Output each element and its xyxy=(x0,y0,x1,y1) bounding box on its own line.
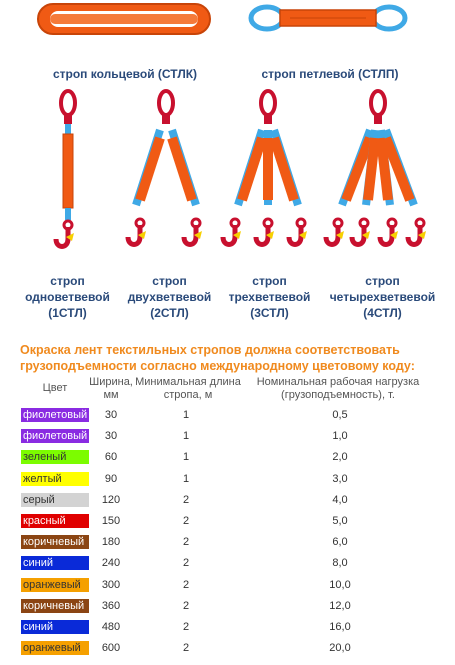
table-row: коричневый 180 2 6,0 xyxy=(0,535,455,557)
load-cell: 5,0 xyxy=(332,515,348,527)
loop-sling-caption: строп петлевой (СТЛП) xyxy=(261,67,399,81)
load-cell: 0,5 xyxy=(332,409,348,421)
endless-sling-caption: строп кольцевой (СТЛК) xyxy=(52,67,198,81)
table-row: синий 240 2 8,0 xyxy=(0,556,455,578)
two-leg-sling-image xyxy=(128,89,202,245)
header-load: Номинальная рабочая нагрузка (грузоподъе… xyxy=(256,376,420,401)
color-swatch: коричневый xyxy=(21,535,89,550)
width-cell: 180 xyxy=(101,536,121,549)
load-cell: 1,0 xyxy=(332,430,348,443)
load-cell: 8,0 xyxy=(332,557,348,570)
four-leg-sling-image xyxy=(326,89,426,245)
color-code-notice: Окраска лент текстильных стропов должна … xyxy=(20,343,415,373)
min-length-cell: 2 xyxy=(182,599,190,612)
color-swatch: красный xyxy=(21,514,89,528)
table-row: желтый 90 1 3,0 xyxy=(0,471,455,494)
three-leg-caption: строп трехветвевой (3СТЛ) xyxy=(228,274,311,320)
load-cell: 3,0 xyxy=(332,472,348,485)
min-length-cell: 1 xyxy=(182,472,190,485)
load-cell: 10,0 xyxy=(329,578,351,591)
three-leg-sling-image xyxy=(223,89,307,245)
header-min-length: Минимальная длина стропа, м xyxy=(135,376,241,401)
min-length-cell: 2 xyxy=(182,621,190,633)
width-cell: 60 xyxy=(104,451,118,464)
header-width: Ширина, мм xyxy=(89,376,133,401)
table-row: зеленый 60 1 2,0 xyxy=(0,450,455,472)
sling-illustrations xyxy=(37,3,455,340)
width-cell: 150 xyxy=(101,515,121,527)
single-leg-sling-image xyxy=(56,89,77,247)
table-row: синий 480 2 16,0 xyxy=(0,620,455,642)
color-swatch: фиолетовый xyxy=(21,429,89,444)
load-cell: 6,0 xyxy=(332,536,348,549)
table-row: оранжевый 600 2 20,0 xyxy=(0,641,455,663)
width-cell: 600 xyxy=(101,642,121,655)
table-row: коричневый 360 2 12,0 xyxy=(0,598,455,621)
load-cell: 16,0 xyxy=(329,621,351,633)
table-row: фиолетовый 30 1 0,5 xyxy=(0,408,455,430)
width-cell: 300 xyxy=(101,578,121,591)
two-leg-caption: строп двухветвевой (2СТЛ) xyxy=(127,274,212,320)
width-cell: 30 xyxy=(104,409,118,421)
table-row: оранжевый 300 2 10,0 xyxy=(0,577,455,600)
single-leg-caption: строп одноветвевой (1СТЛ) xyxy=(25,274,110,320)
min-length-cell: 2 xyxy=(182,557,190,570)
table-row: красный 150 2 5,0 xyxy=(0,514,455,536)
width-cell: 120 xyxy=(101,493,121,506)
width-cell: 480 xyxy=(101,621,121,633)
min-length-cell: 2 xyxy=(182,578,190,591)
endless-sling-image xyxy=(37,3,211,35)
header-color: Цвет xyxy=(42,382,68,394)
color-swatch: оранжевый xyxy=(21,641,89,656)
color-swatch: коричневый xyxy=(21,598,89,613)
color-swatch: зеленый xyxy=(21,450,89,465)
load-cell: 20,0 xyxy=(329,642,351,655)
color-swatch: синий xyxy=(21,620,89,634)
color-swatch: оранжевый xyxy=(21,577,89,592)
color-swatch: синий xyxy=(21,556,89,571)
four-leg-caption: строп четырехветвевой (4СТЛ) xyxy=(329,274,436,320)
min-length-cell: 2 xyxy=(182,515,190,527)
min-length-cell: 2 xyxy=(182,642,190,655)
color-swatch: желтый xyxy=(21,471,89,486)
min-length-cell: 1 xyxy=(182,409,190,421)
load-cell: 12,0 xyxy=(329,599,351,612)
width-cell: 360 xyxy=(101,599,121,612)
width-cell: 240 xyxy=(101,557,121,570)
min-length-cell: 2 xyxy=(182,536,190,549)
min-length-cell: 1 xyxy=(182,451,190,464)
table-row: фиолетовый 30 1 1,0 xyxy=(0,429,455,451)
loop-sling-image xyxy=(248,4,408,32)
table-row: серый 120 2 4,0 xyxy=(0,492,455,515)
load-cell: 2,0 xyxy=(332,451,348,464)
min-length-cell: 1 xyxy=(182,430,190,443)
color-swatch: серый xyxy=(21,492,89,507)
load-cell: 4,0 xyxy=(332,493,348,506)
min-length-cell: 2 xyxy=(182,493,190,506)
width-cell: 30 xyxy=(104,430,118,443)
color-swatch: фиолетовый xyxy=(21,408,89,422)
width-cell: 90 xyxy=(104,472,118,485)
